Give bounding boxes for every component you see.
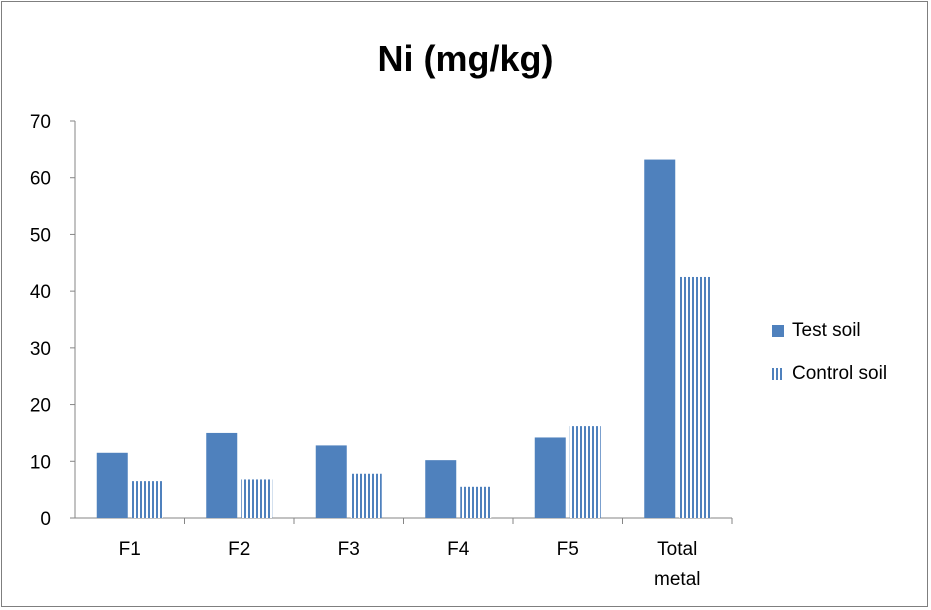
x-tick-label: F4 [447, 539, 470, 560]
bar-test-soil-4 [535, 437, 566, 518]
y-tick-label: 30 [30, 339, 51, 360]
x-tick-label: F3 [338, 539, 360, 560]
x-tick-label: Total metal [654, 539, 700, 590]
y-tick-label: 50 [30, 225, 51, 246]
bar-test-soil-0 [97, 453, 128, 518]
legend-swatch-test-soil [772, 325, 784, 337]
x-tick-label: F5 [557, 539, 579, 560]
legend-item-control-soil: Control soil [772, 361, 887, 386]
bar-control-soil-5 [679, 277, 710, 518]
y-tick-label: 40 [30, 282, 51, 303]
bar-test-soil-3 [425, 460, 456, 518]
bar-control-soil-1 [241, 479, 272, 518]
chart-legend: Test soil Control soil [772, 318, 887, 404]
bar-test-soil-5 [644, 160, 675, 518]
y-tick-label: 20 [30, 396, 51, 417]
bar-control-soil-2 [351, 474, 382, 518]
x-tick-label: F2 [228, 539, 250, 560]
bar-control-soil-3 [460, 487, 491, 518]
y-tick-label: 0 [40, 509, 51, 530]
legend-label-control-soil: Control soil [792, 363, 887, 385]
legend-swatch-control-soil [772, 368, 784, 380]
legend-label-test-soil: Test soil [792, 320, 861, 342]
y-tick-label: 70 [30, 112, 51, 133]
bar-test-soil-1 [206, 433, 237, 518]
bar-test-soil-2 [316, 445, 347, 518]
bar-control-soil-0 [132, 481, 163, 518]
legend-item-test-soil: Test soil [772, 318, 887, 343]
bar-control-soil-4 [570, 426, 601, 518]
y-tick-label: 60 [30, 169, 51, 190]
x-tick-label: F1 [119, 539, 141, 560]
y-tick-label: 10 [30, 452, 51, 473]
